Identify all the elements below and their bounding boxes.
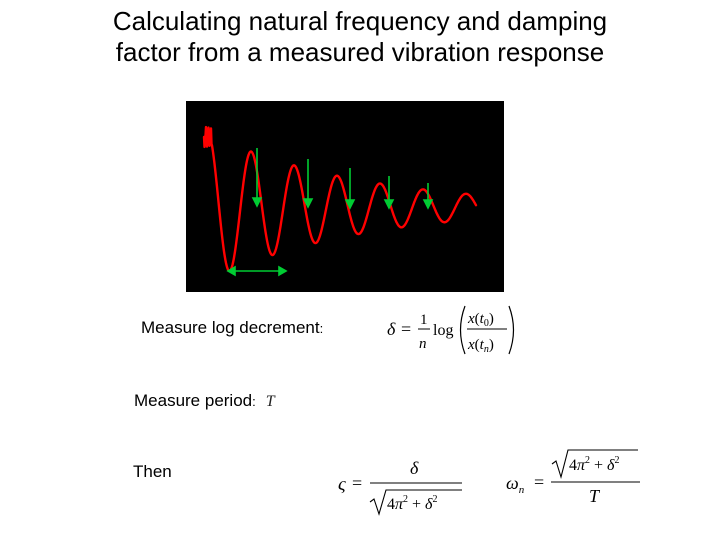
then-label: Then <box>133 462 172 482</box>
svg-text:δ: δ <box>410 458 419 478</box>
peak-arrow-5 <box>422 183 434 210</box>
svg-text:ωn: ωn <box>506 473 525 496</box>
log-decrement-label: Measure log decrement: <box>141 318 323 339</box>
natural-frequency-formula: ωn = 4π2 + δ2 T <box>504 444 644 519</box>
damping-factor-formula-svg: ς = δ 4π2 + δ2 <box>338 458 462 516</box>
svg-text:x(tn): x(tn) <box>467 337 494 355</box>
svg-text:=: = <box>534 472 544 492</box>
svg-text:4π2 + δ2: 4π2 + δ2 <box>569 455 619 474</box>
svg-text:=: = <box>401 319 411 339</box>
peak-markers <box>251 148 434 210</box>
svg-text:n: n <box>419 336 427 352</box>
peak-arrow-2 <box>302 159 314 209</box>
period-label: Measure period: T <box>134 391 275 412</box>
peak-arrow-3 <box>344 168 356 210</box>
log-decrement-formula-svg: δ = 1 n log x(t0) x(tn) <box>387 305 515 355</box>
title-line-1: Calculating natural frequency and dampin… <box>112 6 608 36</box>
vibration-response-plot <box>186 101 504 292</box>
svg-text:1: 1 <box>420 312 428 328</box>
svg-text:T: T <box>589 486 601 506</box>
log-decrement-text: Measure log decrement <box>141 318 320 337</box>
period-colon: : <box>252 394 256 409</box>
natural-frequency-formula-svg: ωn = 4π2 + δ2 T <box>506 449 640 506</box>
damping-factor-formula: ς = δ 4π2 + δ2 <box>336 452 471 527</box>
vibration-response-svg <box>202 125 478 277</box>
peak-arrow-1 <box>251 148 263 208</box>
log-decrement-formula: δ = 1 n log x(t0) x(tn) <box>385 300 525 365</box>
svg-text:=: = <box>352 473 362 493</box>
svg-text:δ: δ <box>387 319 396 339</box>
svg-text:4π2 + δ2: 4π2 + δ2 <box>387 494 437 513</box>
period-text: Measure period <box>134 391 253 410</box>
log-decrement-colon: : <box>319 321 324 336</box>
svg-text:ς: ς <box>338 474 346 495</box>
peak-arrow-4 <box>383 176 395 210</box>
title-line-2: factor from a measured vibration respons… <box>115 37 605 67</box>
then-text: Then <box>133 462 172 481</box>
decaying-vibration-signal <box>202 125 478 273</box>
slide-title: Calculating natural frequency and dampin… <box>0 6 720 68</box>
svg-text:x(t0): x(t0) <box>467 311 494 329</box>
period-symbol: T <box>265 393 275 410</box>
svg-text:log: log <box>433 322 453 339</box>
period-arrow <box>226 265 288 277</box>
